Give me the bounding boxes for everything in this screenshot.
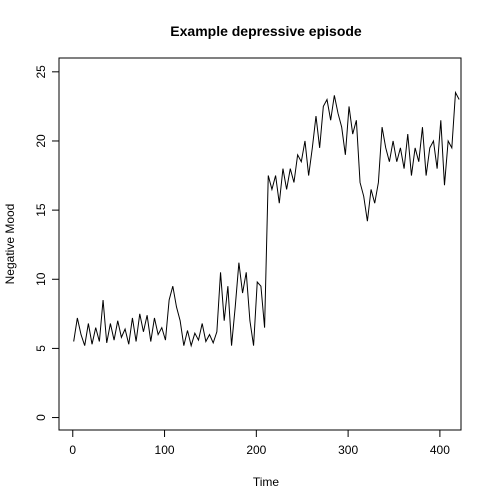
x-tick-label: 400 xyxy=(430,443,450,457)
y-tick-label: 5 xyxy=(34,345,48,352)
x-tick-label: 300 xyxy=(338,443,358,457)
y-tick-label: 25 xyxy=(34,65,48,79)
y-axis-label: Negative Mood xyxy=(3,204,17,285)
x-tick-label: 100 xyxy=(155,443,175,457)
chart-title: Example depressive episode xyxy=(170,23,362,39)
data-line xyxy=(73,90,460,348)
x-tick-label: 200 xyxy=(246,443,266,457)
y-tick-label: 20 xyxy=(34,134,48,148)
x-tick-label: 0 xyxy=(69,443,76,457)
y-tick-label: 15 xyxy=(34,203,48,217)
plot-box xyxy=(58,57,462,431)
y-tick-label: 10 xyxy=(34,272,48,286)
x-axis-label: Time xyxy=(253,475,280,489)
y-tick-label: 0 xyxy=(34,414,48,421)
